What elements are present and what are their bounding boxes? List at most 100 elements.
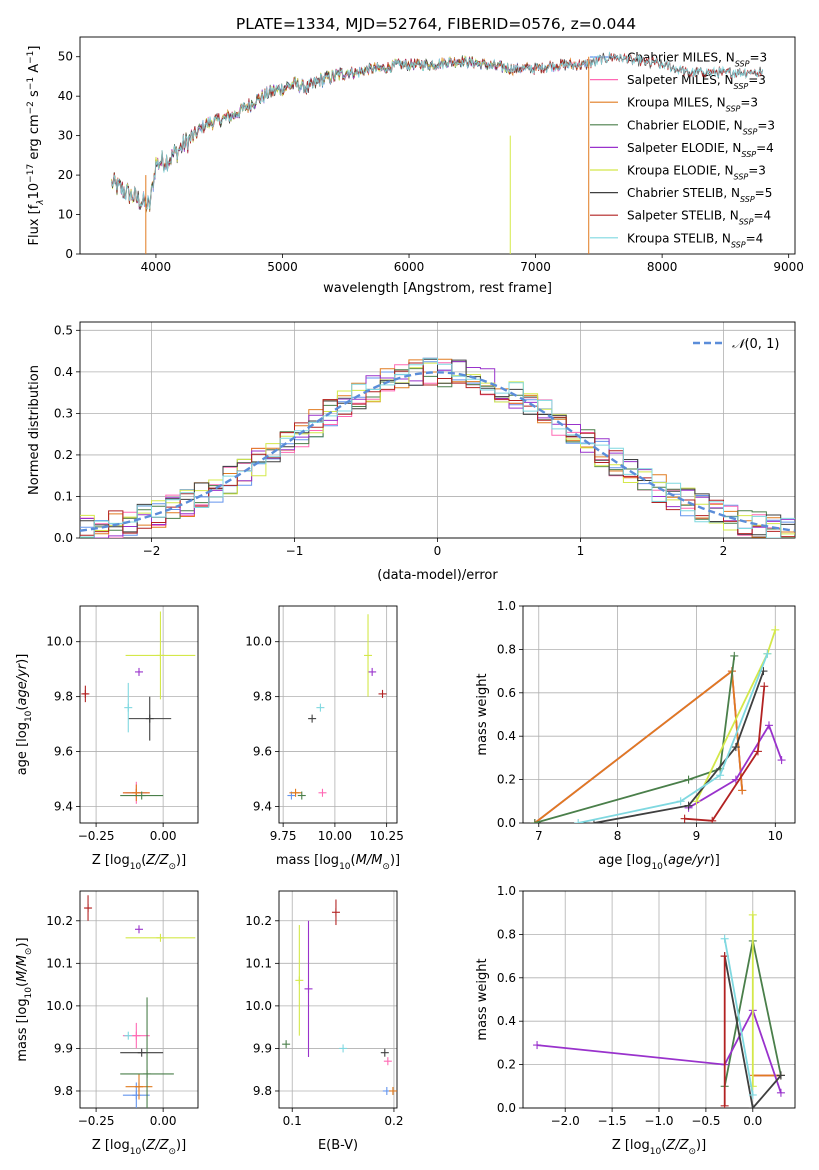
- age-weight-ytick-label: 1.0: [497, 599, 516, 613]
- residuals-ytick-label: 0.3: [54, 406, 73, 420]
- z-age-xlabel: Z [log10(Z/Z⊙)]: [92, 853, 186, 872]
- mass-age-frame: [278, 605, 398, 824]
- age-weight-ylabel: mass weight: [475, 673, 490, 755]
- age-weight-xtick-label: 10: [768, 829, 783, 843]
- legend-label-value: =4: [756, 141, 774, 155]
- mass-age-xtick-label: 10.25: [369, 829, 403, 843]
- legend-label-name: Chabrier ELODIE, N: [627, 118, 743, 132]
- spectrum-ylabel-part: λ: [36, 199, 46, 205]
- legend-label: Chabrier ELODIE, NSSP=3: [627, 118, 775, 136]
- residual-histogram-line: [80, 357, 795, 538]
- z-age-plot-area: [81, 611, 196, 804]
- residuals-xlabel: (data-model)/error: [377, 568, 498, 583]
- z-mass-ylabel-part: )]: [15, 937, 30, 947]
- legend-label-value: =3: [757, 118, 775, 132]
- z-weight-ytick-label: 0.2: [497, 1058, 516, 1072]
- spectrum-ylabel-part: erg cm: [27, 114, 42, 163]
- spectrum-xtick-label: 8000: [647, 260, 678, 274]
- spectrum-series-line: [111, 55, 586, 212]
- legend-label-sub: SSP: [734, 172, 749, 181]
- z-mass-xlabel-part: Z: [145, 1138, 156, 1153]
- residuals-ytick-label: 0.5: [54, 323, 73, 337]
- legend-label-value: =4: [753, 209, 771, 223]
- z-mass-xlabel-part: 10: [130, 1147, 142, 1157]
- legend-label-name: Salpeter ELODIE, N: [627, 141, 741, 155]
- legend-label: Kroupa MILES, NSSP=3: [627, 96, 758, 114]
- z-weight-ylabel: mass weight: [475, 958, 490, 1040]
- spectrum-ytick-label: 0: [65, 247, 73, 261]
- legend-label-name: Chabrier STELIB, N: [627, 186, 740, 200]
- gaussian-legend-args: (0, 1): [744, 337, 779, 352]
- legend-label-sub: SSP: [739, 217, 754, 226]
- legend-label: Chabrier STELIB, NSSP=5: [627, 186, 772, 204]
- weight-series-line: [534, 669, 744, 823]
- legend-label-sub: SSP: [726, 104, 741, 113]
- weight-series-line: [534, 655, 736, 823]
- residuals-panel: −2 −1 0 1 2 0.0 0.1 0.2 0.3 0.4 0.5 (data-model)/er…: [27, 321, 796, 583]
- ebv-mass-ytick-label: 9.8: [253, 1084, 272, 1098]
- z-mass-xlabel-part: (: [141, 1138, 146, 1153]
- z-mass-xlabel: Z [log10(Z/Z⊙)]: [92, 1138, 186, 1157]
- mass-age-xlabel-part: 10: [339, 862, 351, 872]
- z-age-xlabel-part: 10: [130, 862, 142, 872]
- spectrum-xtick-label: 6000: [394, 260, 425, 274]
- ebv-mass-frame: [278, 890, 398, 1109]
- weight-series-line: [723, 955, 782, 1108]
- weight-series-line: [684, 686, 766, 822]
- spectrum-xtick-label: 5000: [267, 260, 298, 274]
- z-age-ylabel-part: age [log: [15, 722, 30, 775]
- age-weight-ytick-label: 0.4: [497, 729, 516, 743]
- z-age-ytick-label: 9.6: [54, 745, 73, 759]
- figure-title: PLATE=1334, MJD=52764, FIBERID=0576, z=0…: [236, 15, 636, 33]
- z-age-ytick-label: 9.4: [54, 800, 73, 814]
- mass-age-xlabel: mass [log10(M/M⊙)]: [276, 853, 400, 872]
- age-weight-plot-area: [530, 625, 786, 823]
- z-mass-xlabel-part: )]: [176, 1138, 186, 1153]
- z-weight-xtick-label: −1.0: [644, 1114, 673, 1128]
- residuals-ylabel: Normed distribution: [27, 365, 42, 495]
- z-mass-ylabel-part: M: [15, 955, 30, 966]
- age-weight-ytick-label: 0.0: [497, 816, 516, 830]
- z-age-xlabel-part: ⊙: [168, 862, 176, 872]
- mass-age-xlabel-part: )]: [390, 853, 400, 868]
- spectrum-xlabel: wavelength [Angstrom, rest frame]: [323, 281, 552, 296]
- residuals-xtick-label: −1: [286, 544, 304, 558]
- age-weight-xlabel-part: (: [663, 853, 668, 868]
- spectrum-ytick-label: 20: [58, 168, 73, 182]
- legend-label-name: Kroupa ELODIE, N: [627, 164, 734, 178]
- z-weight-xtick-label: 0.0: [743, 1114, 762, 1128]
- age-weight-xlabel: age [log10(age/yr)]: [598, 853, 720, 872]
- spectrum-ylabel-part: −1: [26, 51, 36, 64]
- legend-label-sub: SSP: [731, 240, 746, 249]
- z-mass-ylabel-part: mass [log: [15, 998, 30, 1061]
- z-age-ylabel-part: age/yr: [15, 662, 30, 705]
- spectrum-series-line: [111, 55, 586, 209]
- mass-age-ytick-label: 9.6: [253, 745, 272, 759]
- z-mass-ylabel-part: 10: [24, 987, 34, 999]
- z-age-xlabel-part: )]: [176, 853, 186, 868]
- spectrum-xtick-label: 4000: [141, 260, 172, 274]
- spectrum-ylabel-part: ]: [27, 46, 42, 51]
- weight-series-line: [593, 670, 765, 823]
- legend-label-sub: SSP: [741, 149, 756, 158]
- age-weight-panel: 7 8 9 10 0.0 0.2 0.4 0.6 0.8 1.0 mass weight age [l…: [475, 599, 796, 872]
- z-mass-ylabel-part: ⊙: [24, 948, 34, 956]
- z-weight-xlabel-part: /: [674, 1138, 681, 1153]
- legend-label-name: Salpeter MILES, N: [627, 73, 734, 87]
- mass-age-ytick-label: 9.4: [253, 800, 272, 814]
- weight-series-line: [537, 1008, 782, 1094]
- residual-histogram-line: [80, 362, 795, 538]
- legend-label-name: Kroupa MILES, N: [627, 96, 726, 110]
- spectrum-ytick-label: 10: [58, 208, 73, 222]
- z-age-xlabel-part: Z: [145, 853, 156, 868]
- ebv-mass-xtick-label: 0.2: [384, 1114, 403, 1128]
- mass-age-xlabel-part: (: [351, 853, 356, 868]
- ebv-mass-plot-area: [282, 899, 397, 1095]
- spectrum-ytick-label: 50: [58, 50, 73, 64]
- legend-label-name: Salpeter STELIB, N: [627, 209, 739, 223]
- legend-label-value: =5: [755, 186, 773, 200]
- spectrum-ylabel-part: −2: [26, 101, 36, 114]
- mass-age-xlabel-part: /: [366, 853, 373, 868]
